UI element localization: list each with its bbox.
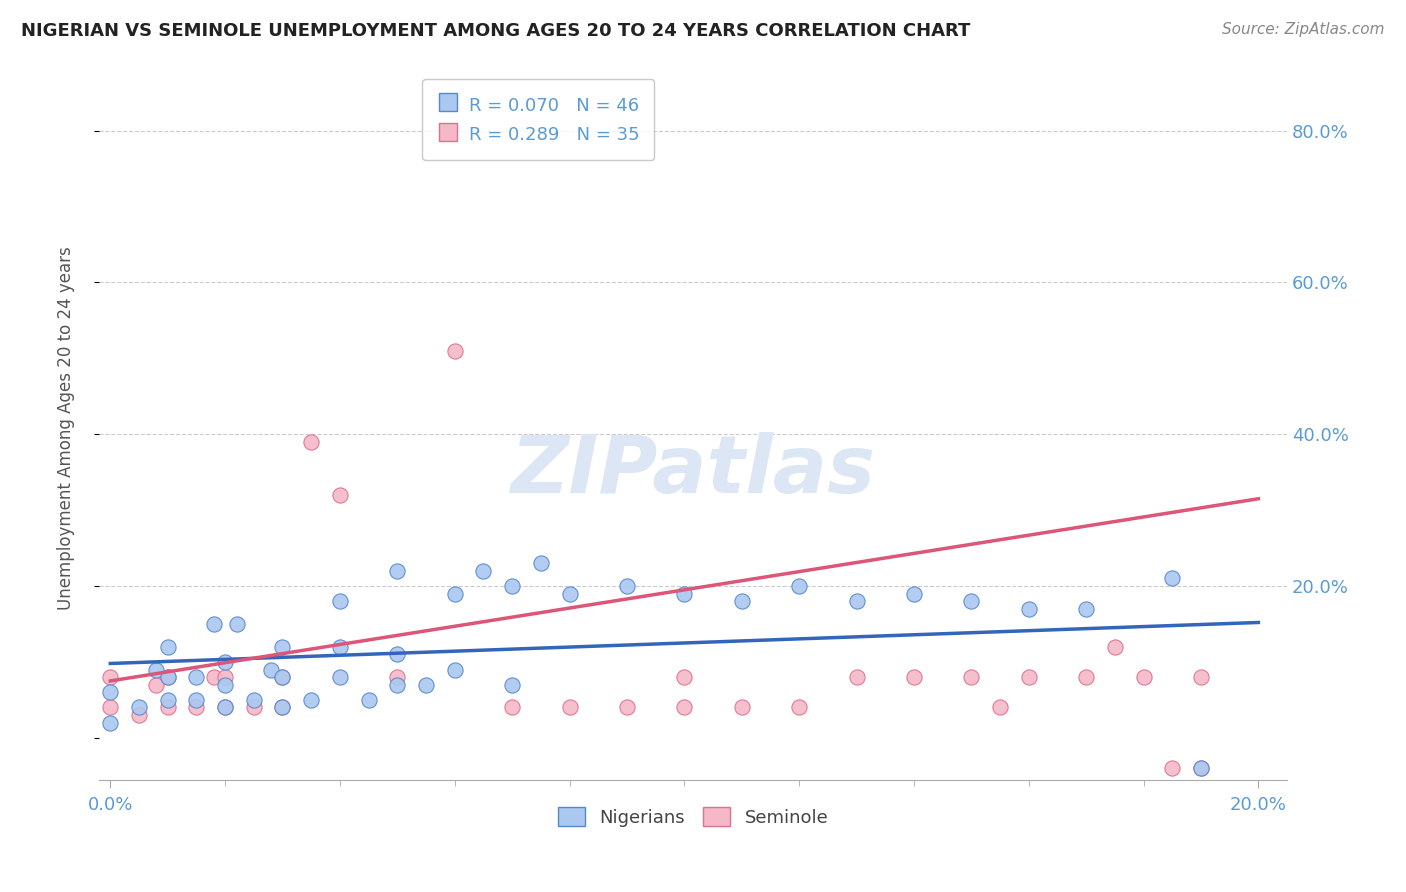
Point — [271, 670, 294, 684]
Point — [128, 708, 150, 723]
Point — [128, 700, 150, 714]
Point — [299, 434, 322, 449]
Point — [156, 670, 179, 684]
Point — [1018, 670, 1040, 684]
Point — [673, 670, 696, 684]
Point — [443, 343, 465, 358]
Point — [501, 678, 523, 692]
Point — [960, 594, 983, 608]
Point — [501, 579, 523, 593]
Point — [214, 700, 236, 714]
Point — [156, 700, 179, 714]
Point — [558, 700, 581, 714]
Point — [903, 670, 925, 684]
Point — [202, 670, 225, 684]
Point — [731, 594, 754, 608]
Point — [387, 678, 409, 692]
Point — [214, 670, 236, 684]
Point — [156, 670, 179, 684]
Point — [214, 655, 236, 669]
Point — [271, 700, 294, 714]
Point — [616, 700, 638, 714]
Point — [202, 617, 225, 632]
Point — [156, 693, 179, 707]
Point — [1132, 670, 1154, 684]
Point — [845, 594, 868, 608]
Point — [1018, 602, 1040, 616]
Point — [558, 587, 581, 601]
Point — [1189, 761, 1212, 775]
Point — [329, 640, 352, 654]
Point — [271, 700, 294, 714]
Point — [156, 640, 179, 654]
Point — [387, 648, 409, 662]
Point — [1076, 670, 1098, 684]
Point — [673, 700, 696, 714]
Point — [243, 693, 266, 707]
Point — [903, 587, 925, 601]
Point — [472, 564, 495, 578]
Point — [960, 670, 983, 684]
Point — [98, 715, 121, 730]
Point — [329, 670, 352, 684]
Point — [145, 678, 167, 692]
Point — [243, 700, 266, 714]
Y-axis label: Unemployment Among Ages 20 to 24 years: Unemployment Among Ages 20 to 24 years — [58, 247, 75, 610]
Point — [415, 678, 437, 692]
Point — [299, 693, 322, 707]
Point — [1189, 761, 1212, 775]
Point — [98, 685, 121, 699]
Point — [98, 670, 121, 684]
Point — [214, 700, 236, 714]
Point — [1161, 571, 1184, 585]
Point — [260, 663, 283, 677]
Point — [214, 678, 236, 692]
Point — [1189, 670, 1212, 684]
Point — [443, 663, 465, 677]
Point — [225, 617, 247, 632]
Point — [186, 693, 208, 707]
Point — [443, 587, 465, 601]
Point — [387, 670, 409, 684]
Point — [787, 579, 810, 593]
Point — [186, 700, 208, 714]
Point — [530, 556, 553, 570]
Point — [329, 488, 352, 502]
Point — [387, 564, 409, 578]
Point — [271, 670, 294, 684]
Point — [845, 670, 868, 684]
Point — [787, 700, 810, 714]
Point — [988, 700, 1011, 714]
Point — [271, 640, 294, 654]
Text: Source: ZipAtlas.com: Source: ZipAtlas.com — [1222, 22, 1385, 37]
Point — [329, 594, 352, 608]
Point — [731, 700, 754, 714]
Point — [1104, 640, 1126, 654]
Point — [186, 670, 208, 684]
Point — [1161, 761, 1184, 775]
Point — [1076, 602, 1098, 616]
Text: NIGERIAN VS SEMINOLE UNEMPLOYMENT AMONG AGES 20 TO 24 YEARS CORRELATION CHART: NIGERIAN VS SEMINOLE UNEMPLOYMENT AMONG … — [21, 22, 970, 40]
Point — [357, 693, 380, 707]
Legend: Nigerians, Seminole: Nigerians, Seminole — [551, 800, 835, 834]
Point — [145, 663, 167, 677]
Point — [616, 579, 638, 593]
Point — [673, 587, 696, 601]
Point — [501, 700, 523, 714]
Point — [98, 700, 121, 714]
Text: ZIPatlas: ZIPatlas — [510, 432, 876, 509]
